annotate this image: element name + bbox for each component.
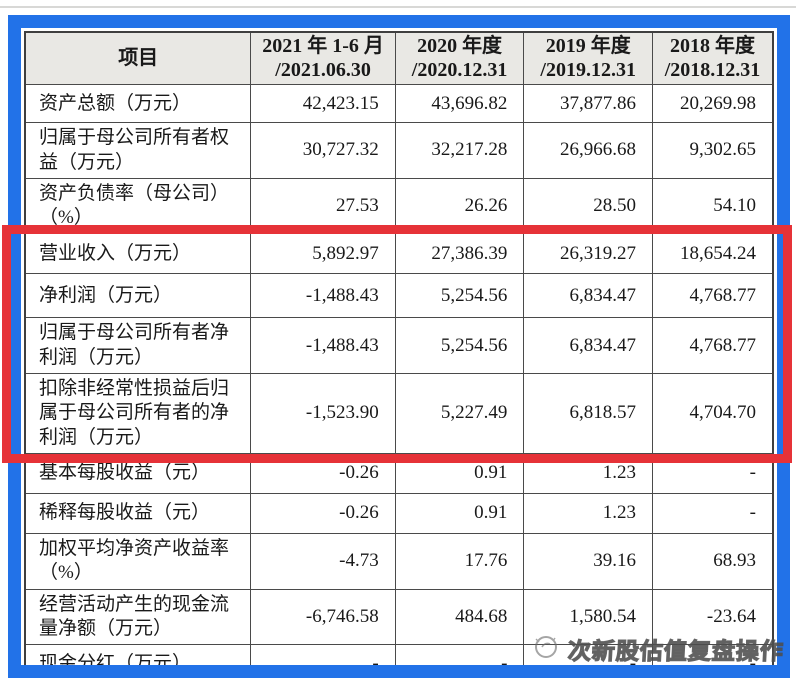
row-value: 484.68 xyxy=(394,588,525,646)
row-value: 20,269.98 xyxy=(652,84,774,124)
row-value: 5,892.97 xyxy=(250,233,396,275)
table-row: 资产总额（万元） 42,423.15 43,696.82 37,877.86 20,26… xyxy=(24,84,774,124)
row-value: -1,523.90 xyxy=(250,373,396,454)
row-value: 1.23 xyxy=(523,493,654,534)
row-value: 54.10 xyxy=(652,177,774,235)
blue-frame: 项目 2021 年 1-6 月/2021.06.30 2020 年度/2020.12… xyxy=(8,15,790,678)
row-value: 5,227.49 xyxy=(394,373,525,454)
row-value: 4,704.70 xyxy=(652,373,774,454)
row-value: 68.93 xyxy=(652,533,774,590)
table-row: 经营活动产生的现金流量净额（万元） -6,746.58 484.68 1,580.54… xyxy=(24,588,774,646)
row-value: 4,768.77 xyxy=(652,273,774,319)
row-value: 4,768.77 xyxy=(652,317,774,375)
row-label: 经营活动产生的现金流量净额（万元） xyxy=(24,588,252,646)
row-label: 稀释每股收益（元） xyxy=(24,493,252,534)
row-value: 5,254.56 xyxy=(394,273,525,319)
table-row: 净利润（万元） -1,488.43 5,254.56 6,834.47 4,768.77 xyxy=(24,273,774,319)
row-label: 归属于母公司所有者净利润（万元） xyxy=(24,317,252,375)
row-value: - xyxy=(523,644,654,665)
row-label: 营业收入（万元） xyxy=(24,233,252,275)
row-label: 基本每股收益（元） xyxy=(24,453,252,494)
row-label: 扣除非经常性损益后归属于母公司所有者的净利润（万元） xyxy=(24,373,252,454)
row-value: -1,488.43 xyxy=(250,317,396,375)
row-value: 17.76 xyxy=(394,533,525,590)
row-value: 0.91 xyxy=(394,453,525,494)
row-value: 26.26 xyxy=(394,177,525,235)
table-body: 资产总额（万元） 42,423.15 43,696.82 37,877.86 20,26… xyxy=(24,84,774,665)
row-value: 26,319.27 xyxy=(523,233,654,275)
row-value: 1.23 xyxy=(523,453,654,494)
row-label: 归属于母公司所有者权益（万元） xyxy=(24,122,252,179)
column-header: 2019 年度/2019.12.31 xyxy=(523,31,654,86)
row-value: 27.53 xyxy=(250,177,396,235)
row-value: -6,746.58 xyxy=(250,588,396,646)
table-row: 现金分红（万元） - - - - xyxy=(24,644,774,665)
table-row: 加权平均净资产收益率（%） -4.73 17.76 39.16 68.93 xyxy=(24,533,774,590)
row-value: 37,877.86 xyxy=(523,84,654,124)
row-value: 26,966.68 xyxy=(523,122,654,179)
column-header: 项目 xyxy=(24,31,252,86)
financial-table: 项目 2021 年 1-6 月/2021.06.30 2020 年度/2020.12… xyxy=(24,31,774,665)
row-value: 5,254.56 xyxy=(394,317,525,375)
row-label: 现金分红（万元） xyxy=(24,644,252,665)
table-row: 营业收入（万元） 5,892.97 27,386.39 26,319.27 18,654… xyxy=(24,233,774,275)
row-label: 加权平均净资产收益率（%） xyxy=(24,533,252,590)
row-label: 净利润（万元） xyxy=(24,273,252,319)
row-value: 6,818.57 xyxy=(523,373,654,454)
row-value: - xyxy=(394,644,525,665)
row-value: 42,423.15 xyxy=(250,84,396,124)
table-row: 稀释每股收益（元） -0.26 0.91 1.23- xyxy=(24,493,774,534)
row-label: 资产总额（万元） xyxy=(24,84,252,124)
row-value: - xyxy=(250,644,396,665)
table-row: 归属于母公司所有者权益（万元） 30,727.32 32,217.28 26,966.… xyxy=(24,122,774,179)
row-value: 0.91 xyxy=(394,493,525,534)
table-row: 扣除非经常性损益后归属于母公司所有者的净利润（万元） -1,523.90 5,227… xyxy=(24,373,774,454)
top-divider-line xyxy=(0,6,796,8)
row-value: -0.26 xyxy=(250,493,396,534)
row-value: 1,580.54 xyxy=(523,588,654,646)
row-value: -1,488.43 xyxy=(250,273,396,319)
row-value: 28.50 xyxy=(523,177,654,235)
row-label: 资产负债率（母公司）（%） xyxy=(24,177,252,235)
row-value: 9,302.65 xyxy=(652,122,774,179)
table-header-row: 项目 2021 年 1-6 月/2021.06.30 2020 年度/2020.12… xyxy=(24,31,774,86)
row-value: 6,834.47 xyxy=(523,273,654,319)
row-value: -0.26 xyxy=(250,453,396,494)
table-row: 资产负债率（母公司）（%） 27.53 26.26 28.50 54.10 xyxy=(24,177,774,235)
row-value: 39.16 xyxy=(523,533,654,590)
row-value: 6,834.47 xyxy=(523,317,654,375)
row-value: 43,696.82 xyxy=(394,84,525,124)
row-value: - xyxy=(652,493,774,534)
row-value: 30,727.32 xyxy=(250,122,396,179)
row-value: 18,654.24 xyxy=(652,233,774,275)
table-row: 归属于母公司所有者净利润（万元） -1,488.43 5,254.56 6,834.4… xyxy=(24,317,774,375)
column-header: 2018 年度/2018.12.31 xyxy=(652,31,774,86)
row-value: -4.73 xyxy=(250,533,396,590)
row-value: -23.64 xyxy=(652,588,774,646)
row-value: 27,386.39 xyxy=(394,233,525,275)
row-value: - xyxy=(652,453,774,494)
table-row: 基本每股收益（元） -0.26 0.91 1.23- xyxy=(24,453,774,494)
row-value: 32,217.28 xyxy=(394,122,525,179)
row-value: - xyxy=(652,644,774,665)
column-header: 2020 年度/2020.12.31 xyxy=(394,31,525,86)
column-header: 2021 年 1-6 月/2021.06.30 xyxy=(250,31,396,86)
